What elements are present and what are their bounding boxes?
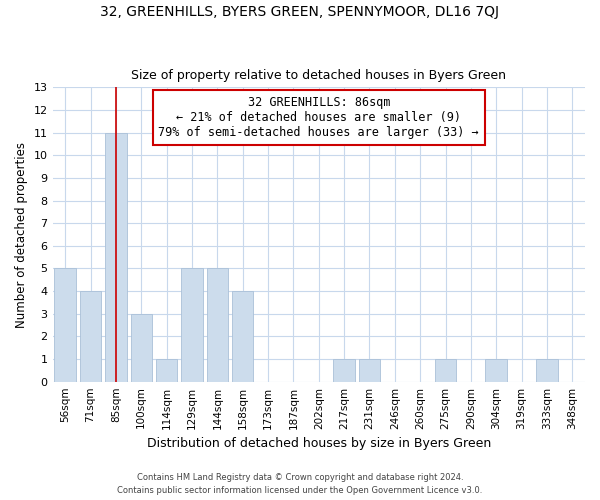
Bar <box>485 359 507 382</box>
Title: Size of property relative to detached houses in Byers Green: Size of property relative to detached ho… <box>131 69 506 82</box>
Bar <box>55 268 76 382</box>
Bar <box>206 268 228 382</box>
Bar <box>156 359 178 382</box>
Bar <box>359 359 380 382</box>
Bar <box>334 359 355 382</box>
Text: Contains HM Land Registry data © Crown copyright and database right 2024.
Contai: Contains HM Land Registry data © Crown c… <box>118 474 482 495</box>
Text: 32, GREENHILLS, BYERS GREEN, SPENNYMOOR, DL16 7QJ: 32, GREENHILLS, BYERS GREEN, SPENNYMOOR,… <box>101 5 499 19</box>
X-axis label: Distribution of detached houses by size in Byers Green: Distribution of detached houses by size … <box>146 437 491 450</box>
Bar <box>232 291 253 382</box>
Bar <box>536 359 558 382</box>
Y-axis label: Number of detached properties: Number of detached properties <box>15 142 28 328</box>
Text: 32 GREENHILLS: 86sqm
← 21% of detached houses are smaller (9)
79% of semi-detach: 32 GREENHILLS: 86sqm ← 21% of detached h… <box>158 96 479 139</box>
Bar <box>435 359 457 382</box>
Bar <box>80 291 101 382</box>
Bar <box>131 314 152 382</box>
Bar <box>105 132 127 382</box>
Bar <box>181 268 203 382</box>
